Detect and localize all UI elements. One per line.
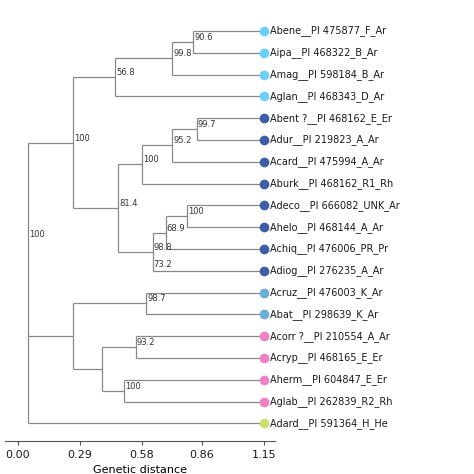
- Text: Aburk__PI 468162_R1_Rh: Aburk__PI 468162_R1_Rh: [270, 178, 393, 189]
- Text: Acruz__PI 476003_K_Ar: Acruz__PI 476003_K_Ar: [270, 287, 382, 298]
- Text: 99.8: 99.8: [173, 49, 191, 58]
- Text: 100: 100: [143, 155, 159, 164]
- Text: Aipa__PI 468322_B_Ar: Aipa__PI 468322_B_Ar: [270, 47, 377, 58]
- Text: 81.4: 81.4: [119, 199, 138, 208]
- Text: 100: 100: [125, 382, 141, 391]
- Text: Ahelo__PI 468144_A_Ar: Ahelo__PI 468144_A_Ar: [270, 222, 383, 233]
- Text: Acryp__PI 468165_E_Er: Acryp__PI 468165_E_Er: [270, 353, 382, 364]
- Text: Aherm__PI 604847_E_Er: Aherm__PI 604847_E_Er: [270, 374, 386, 385]
- Text: Aglab__PI 262839_R2_Rh: Aglab__PI 262839_R2_Rh: [270, 396, 392, 407]
- Text: 73.2: 73.2: [154, 260, 173, 269]
- Text: Abene__PI 475877_F_Ar: Abene__PI 475877_F_Ar: [270, 26, 386, 36]
- Text: 99.7: 99.7: [198, 120, 216, 129]
- Text: Acard__PI 475994_A_Ar: Acard__PI 475994_A_Ar: [270, 156, 383, 167]
- Text: 100: 100: [29, 230, 45, 239]
- Text: 95.2: 95.2: [173, 137, 191, 146]
- Text: 56.8: 56.8: [116, 68, 135, 77]
- Text: 93.2: 93.2: [137, 338, 155, 347]
- Text: 98.8: 98.8: [154, 243, 173, 252]
- Text: 100: 100: [74, 134, 90, 143]
- Text: Acorr ?__PI 210554_A_Ar: Acorr ?__PI 210554_A_Ar: [270, 331, 389, 342]
- Text: Amag__PI 598184_B_Ar: Amag__PI 598184_B_Ar: [270, 69, 383, 80]
- Text: Abent ?__PI 468162_E_Er: Abent ?__PI 468162_E_Er: [270, 113, 392, 124]
- Text: Abat__PI 298639_K_Ar: Abat__PI 298639_K_Ar: [270, 309, 378, 320]
- Text: Adard__PI 591364_H_He: Adard__PI 591364_H_He: [270, 418, 387, 429]
- Text: Adur__PI 219823_A_Ar: Adur__PI 219823_A_Ar: [270, 135, 378, 146]
- X-axis label: Genetic distance: Genetic distance: [93, 465, 187, 474]
- Text: 98.7: 98.7: [147, 294, 166, 303]
- Text: Achiq__PI 476006_PR_Pr: Achiq__PI 476006_PR_Pr: [270, 244, 388, 255]
- Text: Aglan__PI 468343_D_Ar: Aglan__PI 468343_D_Ar: [270, 91, 384, 102]
- Text: Adeco__PI 666082_UNK_Ar: Adeco__PI 666082_UNK_Ar: [270, 200, 399, 211]
- Text: 68.9: 68.9: [167, 224, 185, 233]
- Text: 90.6: 90.6: [194, 33, 213, 42]
- Text: Adiog__PI 276235_A_Ar: Adiog__PI 276235_A_Ar: [270, 265, 383, 276]
- Text: 100: 100: [188, 207, 204, 216]
